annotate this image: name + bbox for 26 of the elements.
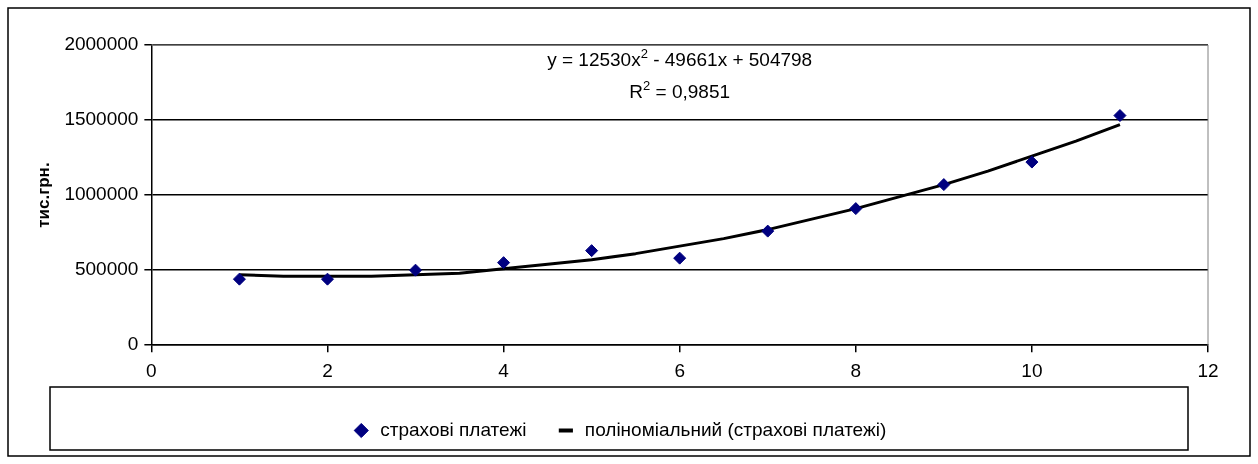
point: [761, 224, 775, 238]
y-tick-label: 2000000: [64, 33, 139, 55]
x-tick-label: 6: [674, 359, 685, 381]
point: [849, 202, 863, 216]
point: [585, 244, 599, 258]
x-tick-label: 0: [146, 359, 157, 381]
y-tick-label: 500000: [74, 258, 139, 280]
legend-label: страхові платежі: [380, 418, 527, 440]
x-tick-label: 12: [1197, 359, 1219, 381]
legend-label: поліноміальний (страхові платежі): [584, 418, 887, 440]
point: [673, 251, 687, 265]
y-tick-label: 0: [127, 333, 139, 355]
x-tick-label: 8: [850, 359, 862, 381]
point: [232, 272, 246, 286]
y-axis-title: тис.грн.: [33, 162, 53, 228]
point: [320, 272, 334, 286]
point: [937, 178, 951, 192]
y-tick-label: 1500000: [64, 108, 139, 130]
point: [409, 263, 423, 277]
x-tick-label: 4: [498, 359, 510, 381]
point: [497, 256, 511, 270]
x-tick-label: 2: [322, 359, 333, 381]
y-tick-label: 1000000: [64, 183, 139, 205]
point: [1025, 155, 1039, 169]
x-tick-label: 10: [1021, 359, 1043, 381]
point: [1113, 109, 1127, 123]
